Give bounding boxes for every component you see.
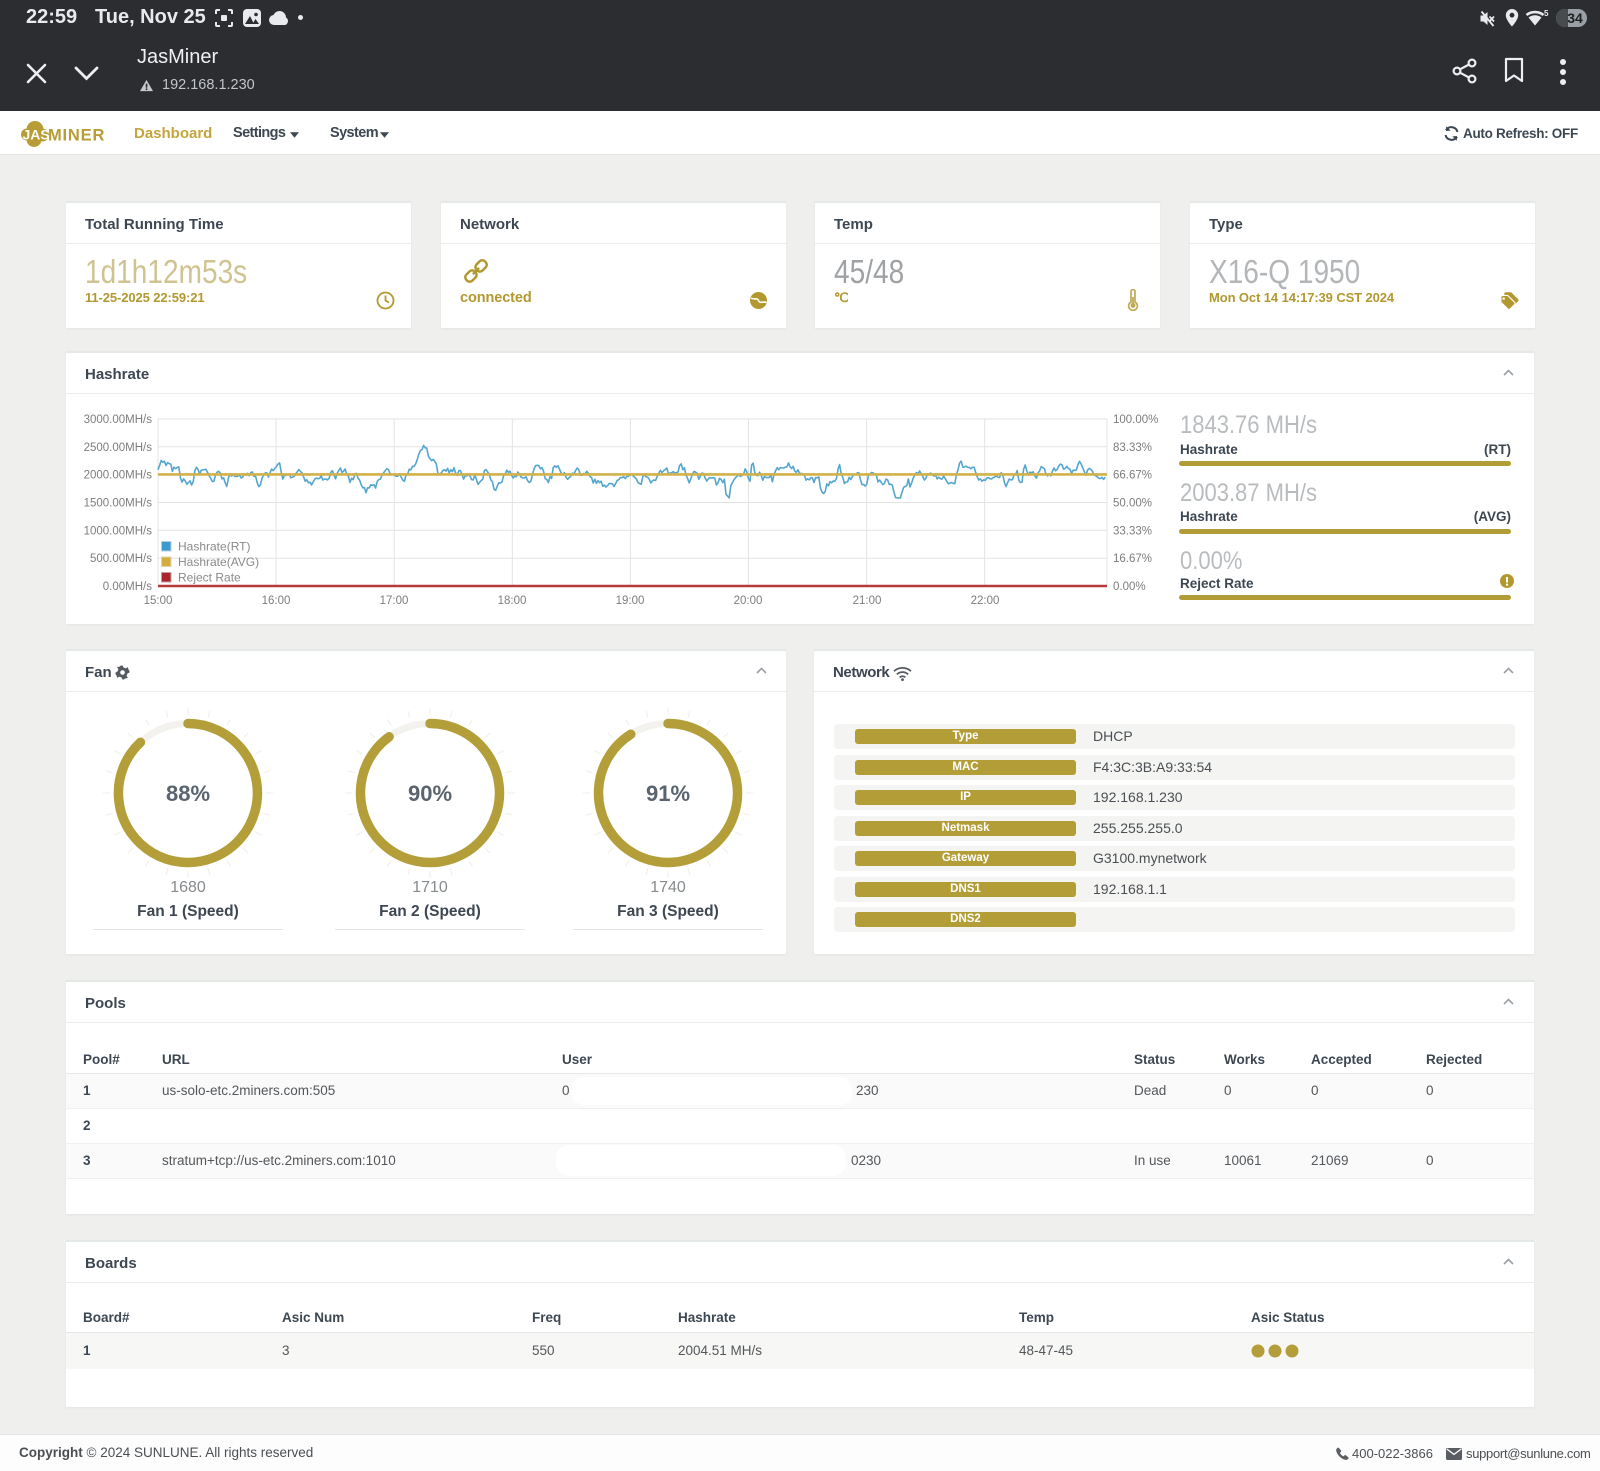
svg-text:MINER: MINER bbox=[48, 127, 105, 145]
svg-text:91%: 91% bbox=[646, 781, 690, 806]
svg-text:Reject Rate: Reject Rate bbox=[178, 571, 241, 585]
svg-text:22:00: 22:00 bbox=[971, 595, 1000, 607]
svg-text:21:00: 21:00 bbox=[853, 595, 882, 607]
svg-text:100.00%: 100.00% bbox=[1113, 414, 1158, 426]
svg-text:83.33%: 83.33% bbox=[1113, 442, 1152, 454]
svg-text:16:00: 16:00 bbox=[262, 595, 291, 607]
svg-text:2000.00MH/s: 2000.00MH/s bbox=[84, 470, 153, 482]
svg-text:88%: 88% bbox=[166, 781, 210, 806]
svg-text:20:00: 20:00 bbox=[734, 595, 763, 607]
svg-text:5: 5 bbox=[1544, 9, 1549, 18]
svg-text:1000.00MH/s: 1000.00MH/s bbox=[84, 525, 153, 537]
svg-text:17:00: 17:00 bbox=[380, 595, 409, 607]
svg-text:Hashrate(RT): Hashrate(RT) bbox=[178, 540, 250, 554]
svg-text:2500.00MH/s: 2500.00MH/s bbox=[84, 442, 153, 454]
svg-text:JAS: JAS bbox=[23, 127, 50, 143]
svg-text:66.67%: 66.67% bbox=[1113, 470, 1152, 482]
svg-text:0.00%: 0.00% bbox=[1113, 581, 1146, 593]
svg-text:Hashrate(AVG): Hashrate(AVG) bbox=[178, 555, 259, 569]
svg-text:500.00MH/s: 500.00MH/s bbox=[90, 553, 152, 565]
svg-text:16.67%: 16.67% bbox=[1113, 553, 1152, 565]
svg-text:0.00MH/s: 0.00MH/s bbox=[103, 581, 152, 593]
svg-text:50.00%: 50.00% bbox=[1113, 498, 1152, 510]
svg-text:18:00: 18:00 bbox=[498, 595, 527, 607]
svg-text:1500.00MH/s: 1500.00MH/s bbox=[84, 498, 153, 510]
svg-text:33.33%: 33.33% bbox=[1113, 525, 1152, 537]
svg-text:15:00: 15:00 bbox=[144, 595, 173, 607]
svg-text:3000.00MH/s: 3000.00MH/s bbox=[84, 414, 153, 426]
svg-text:19:00: 19:00 bbox=[616, 595, 645, 607]
svg-text:90%: 90% bbox=[408, 781, 452, 806]
